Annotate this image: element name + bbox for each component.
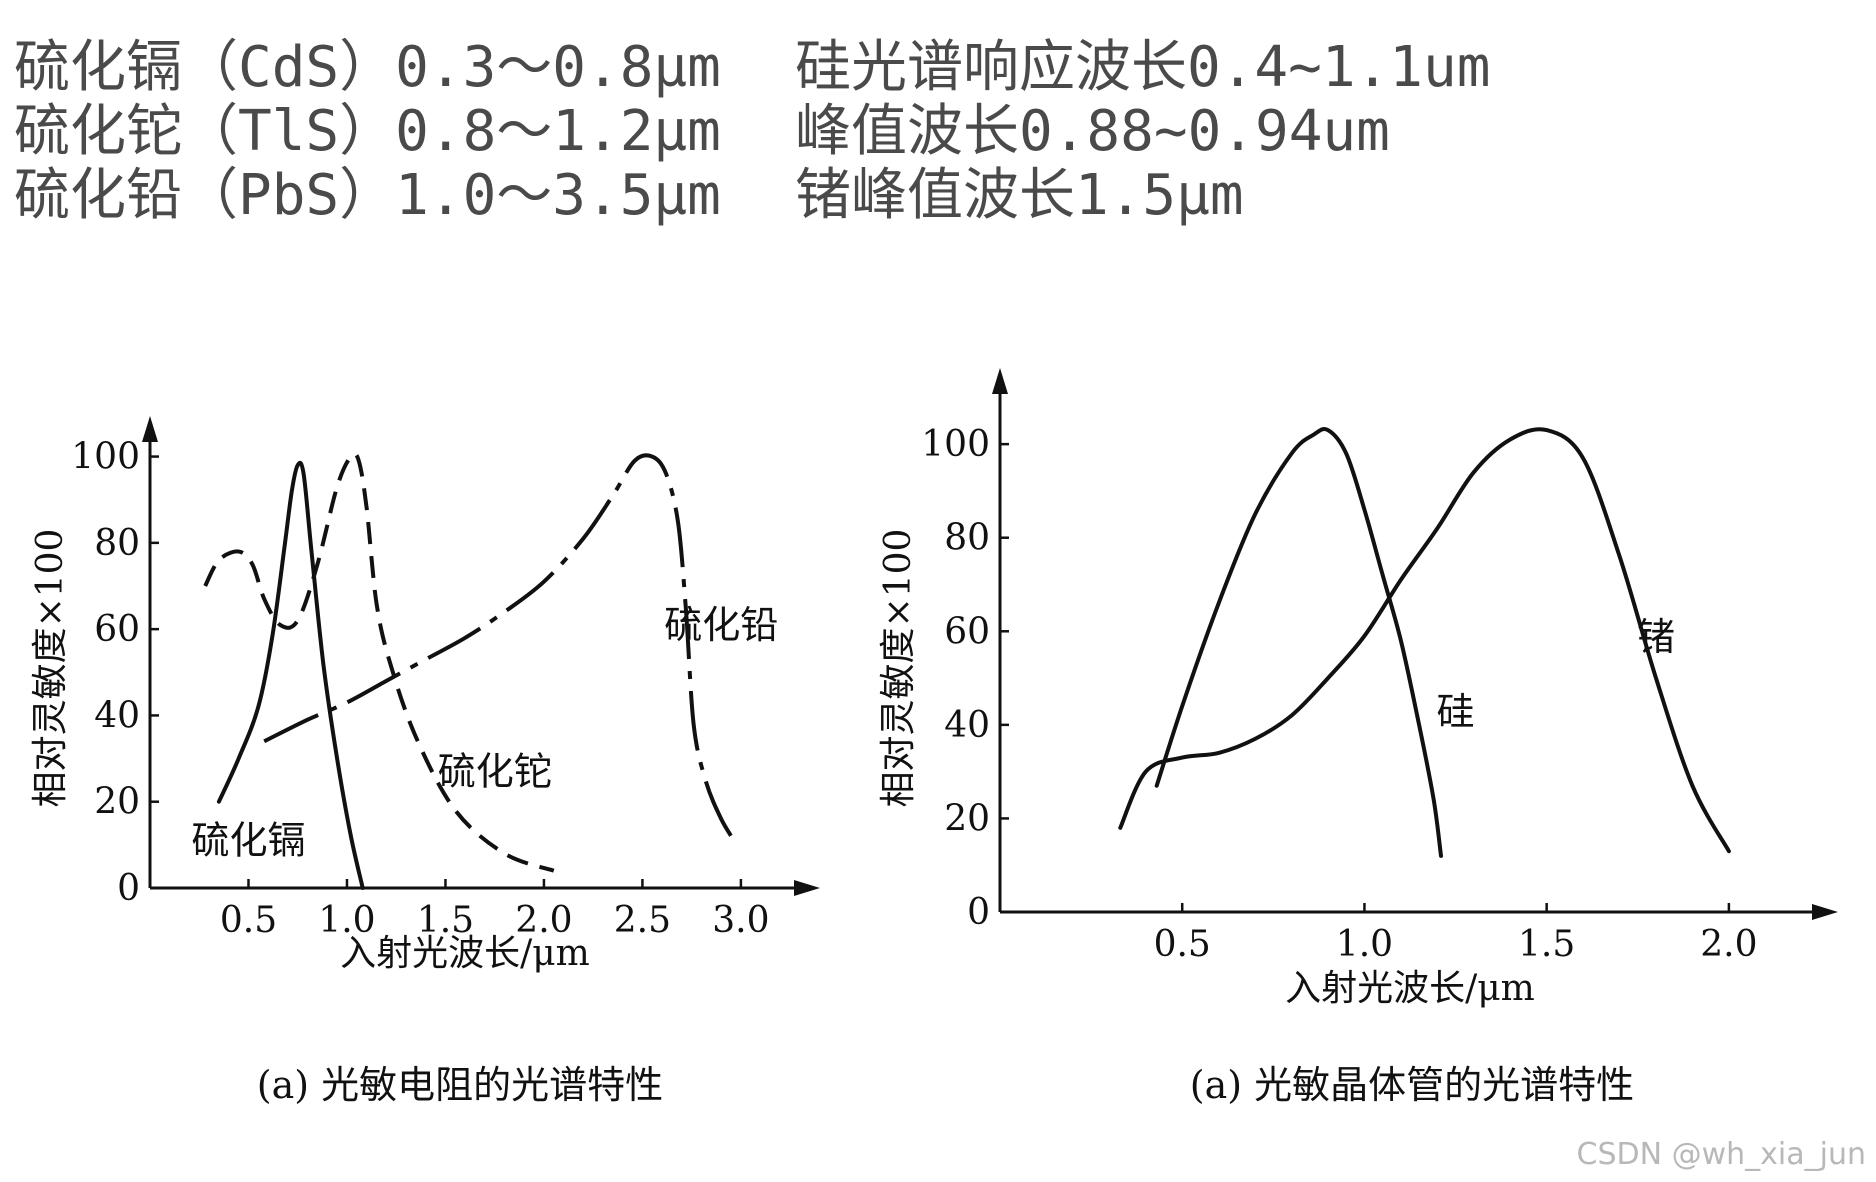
- x-axis-arrow: [1812, 904, 1838, 920]
- chart-caption: (a) 光敏晶体管的光谱特性: [1190, 1063, 1634, 1107]
- note-si-response: 硅光谱响应波长0.4~1.1um: [795, 35, 1491, 100]
- note-si-peak: 峰值波长0.88~0.94um: [795, 99, 1390, 164]
- photoresistor-spectral-chart: 0.5 1.0 1.5 2.0 2.5 3.0 0 20 40 60 80 100 相对灵敏度×100 入…: [30, 416, 820, 1107]
- y-tick-label: 80: [944, 518, 990, 559]
- y-tick-label: 100: [71, 437, 140, 478]
- note-pbs-range: 硫化铅（PbS）1.0～3.5μm: [14, 163, 721, 228]
- y-tick-label: 100: [921, 424, 990, 465]
- series-line-0: [1154, 426, 1443, 858]
- x-tick-label: 2.5: [614, 900, 671, 941]
- series-label-1: 锗: [1637, 615, 1675, 659]
- y-tick-label: 0: [117, 868, 140, 909]
- note-tls-range: 硫化铊（TlS）0.8～1.2μm: [14, 99, 721, 164]
- x-tick-label: 0.5: [1154, 924, 1211, 965]
- series-label-0: 硅: [1437, 690, 1475, 734]
- y-axis-arrow: [992, 368, 1008, 394]
- series-label-2: 硫化铅: [664, 603, 778, 647]
- y-tick-label: 0: [967, 892, 990, 933]
- y-tick-label: 80: [94, 523, 140, 564]
- x-tick-label: 1.5: [417, 900, 474, 941]
- y-axis-title: 相对灵敏度×100: [878, 529, 919, 808]
- y-tick-label: 20: [944, 798, 990, 839]
- x-tick-label: 1.5: [1518, 924, 1575, 965]
- series-line-1: [1118, 427, 1731, 854]
- series-line-2: [263, 453, 739, 846]
- x-tick-label: 2.0: [515, 900, 572, 941]
- series-line-1: [203, 451, 555, 873]
- x-tick-label: 1.0: [1336, 924, 1393, 965]
- note-ge-peak: 锗峰值波长1.5μm: [795, 163, 1244, 228]
- chart-caption: (a) 光敏电阻的光谱特性: [257, 1063, 663, 1107]
- y-axis-arrow: [142, 416, 158, 442]
- y-tick-label: 60: [94, 609, 140, 650]
- y-tick-label: 60: [944, 611, 990, 652]
- series-label-0: 硫化镉: [191, 818, 305, 862]
- phototransistor-spectral-chart: 0.5 1.0 1.5 2.0 0 20 40 60 80 100 相对灵敏度×100 入射光波长/μ…: [878, 368, 1838, 1107]
- y-tick-label: 40: [944, 705, 990, 746]
- x-axis-title: 入射光波长/μm: [340, 933, 590, 974]
- x-tick-label: 3.0: [712, 900, 769, 941]
- y-tick-label: 40: [94, 695, 140, 736]
- y-axis-title: 相对灵敏度×100: [30, 529, 71, 808]
- x-tick-label: 1.0: [318, 900, 375, 941]
- x-tick-label: 2.0: [1700, 924, 1757, 965]
- x-axis-title: 入射光波长/μm: [1285, 968, 1535, 1009]
- series-line-0: [216, 460, 365, 890]
- y-tick-label: 20: [94, 782, 140, 823]
- series-label-1: 硫化铊: [438, 749, 552, 793]
- x-tick-label: 0.5: [220, 900, 277, 941]
- watermark: CSDN @wh_xia_jun: [1576, 1137, 1866, 1172]
- note-cds-range: 硫化镉（CdS）0.3～0.8μm: [14, 35, 721, 100]
- x-axis-arrow: [794, 880, 820, 896]
